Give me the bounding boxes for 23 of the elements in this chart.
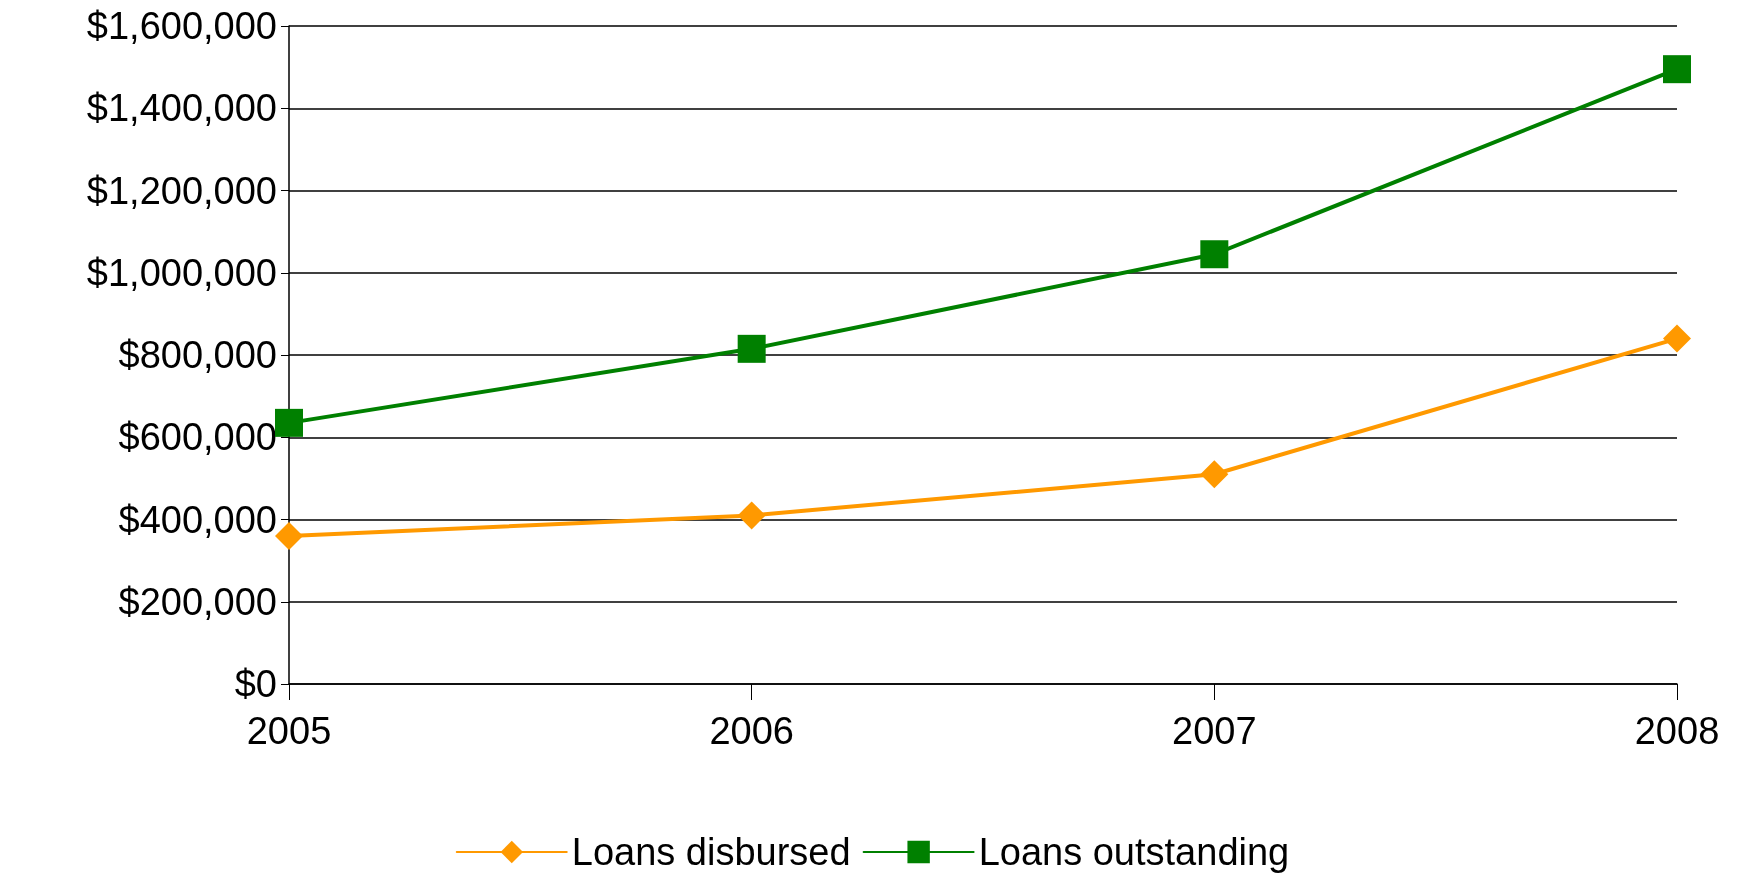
point	[1663, 324, 1691, 353]
point	[737, 501, 766, 530]
x-tick-label: 2007	[1172, 710, 1257, 752]
x-tick-label: 2005	[246, 710, 332, 752]
point	[1200, 240, 1229, 269]
y-tick-label: $0	[234, 663, 277, 705]
y-tick-label: $1,400,000	[86, 87, 277, 130]
point	[737, 334, 766, 363]
y-tick-label: $800,000	[118, 334, 277, 376]
point	[275, 408, 303, 437]
legend-label: Loans disbursed	[571, 831, 851, 873]
x-tick-label: 2008	[1634, 710, 1720, 752]
point	[1200, 460, 1229, 489]
point	[1663, 55, 1691, 84]
y-tick-label: $1,200,000	[86, 169, 277, 212]
legend-label: Loans outstanding	[978, 831, 1290, 873]
point	[275, 521, 303, 550]
x-tick-label: 2006	[709, 710, 794, 752]
y-tick-label: $1,000,000	[86, 251, 277, 294]
y-tick-label: $200,000	[118, 580, 277, 623]
y-tick-label: $1,600,000	[86, 5, 277, 47]
y-tick-label: $400,000	[118, 498, 277, 541]
y-tick-label: $600,000	[118, 416, 277, 459]
